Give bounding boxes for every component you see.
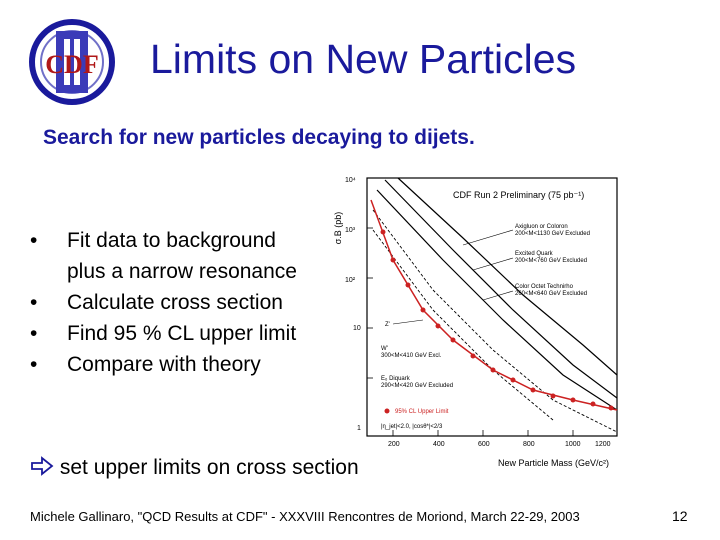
svg-text:300<M<410 GeV Excl.: 300<M<410 GeV Excl. (381, 353, 442, 359)
x-tick-label: 200 (388, 441, 400, 448)
bullet-marker: • (30, 353, 38, 376)
y-axis-label: σ.B (pb) (333, 212, 343, 245)
legend-axigluon: Axigluon or Coloron (515, 224, 568, 230)
plot-frame (366, 177, 618, 437)
cdf-logo: CDF (29, 19, 115, 105)
svg-text:200<M<1130 GeV Excluded: 200<M<1130 GeV Excluded (515, 231, 590, 237)
bullet-item: • Compare with theory (30, 349, 297, 380)
x-tick-label: 400 (433, 441, 445, 448)
x-tick-label: 800 (523, 441, 535, 448)
cross-section-limit-plot: σ.B (pb) 10⁴ 10³ 10² 10 1 200 400 600 80… (333, 177, 618, 468)
svg-text:260<M<640 GeV Excluded: 260<M<640 GeV Excluded (515, 291, 587, 297)
legend-zprime: Z' (385, 322, 390, 328)
bullet-marker: • (30, 291, 38, 314)
y-tick-label: 10³ (345, 227, 356, 234)
bullet-item: • Find 95 % CL upper limit (30, 318, 297, 349)
bullet-item: • Calculate cross section (30, 287, 297, 318)
x-tick-label: 1200 (595, 441, 611, 448)
x-tick-label: 1000 (565, 441, 581, 448)
footer-citation: Michele Gallinaro, "QCD Results at CDF" … (30, 509, 580, 524)
page-title: Limits on New Particles (150, 36, 577, 82)
page-number: 12 (672, 508, 688, 524)
y-tick-label: 10⁴ (345, 177, 356, 184)
bullet-marker: • (30, 229, 38, 252)
legend-color-octet: Color Octet Technirho (515, 284, 574, 290)
x-tick-label: 600 (478, 441, 490, 448)
bullet-marker: • (30, 322, 38, 345)
legend-limit: 95% CL Upper Limit (395, 409, 449, 415)
x-axis-label: New Particle Mass (GeV/c²) (498, 458, 609, 468)
plot-header: CDF Run 2 Preliminary (75 pb⁻¹) (453, 190, 584, 200)
legend-diquark: E₆ Diquark (381, 376, 411, 382)
bullet-item-continuation: plus a narrow resonance (67, 260, 297, 283)
legend-cuts: |η_jet|<2.0, |cosθ*|<2/3 (381, 424, 443, 430)
y-tick-label: 10 (353, 325, 361, 332)
roman-numeral-mark (56, 31, 88, 93)
conclusion-line: set upper limits on cross section (30, 456, 359, 480)
y-tick-label: 10² (345, 277, 356, 284)
svg-text:290<M<420 GeV Excluded: 290<M<420 GeV Excluded (381, 383, 453, 389)
legend-wprime: W' (381, 346, 388, 352)
legend-excited-quark: Excited Quark (515, 251, 554, 257)
conclusion-text: set upper limits on cross section (59, 456, 359, 479)
bullet-item: • Fit data to background (30, 225, 297, 256)
legend-limit-marker (384, 408, 390, 414)
y-tick-label: 1 (357, 425, 361, 432)
svg-text:200<M<760 GeV Excluded: 200<M<760 GeV Excluded (515, 258, 587, 264)
bullet-list: • Fit data to background plus a narrow r… (30, 225, 297, 380)
subtitle: Search for new particles decaying to dij… (43, 126, 475, 149)
right-arrow-icon (31, 456, 54, 476)
logo-text: CDF (45, 50, 98, 79)
